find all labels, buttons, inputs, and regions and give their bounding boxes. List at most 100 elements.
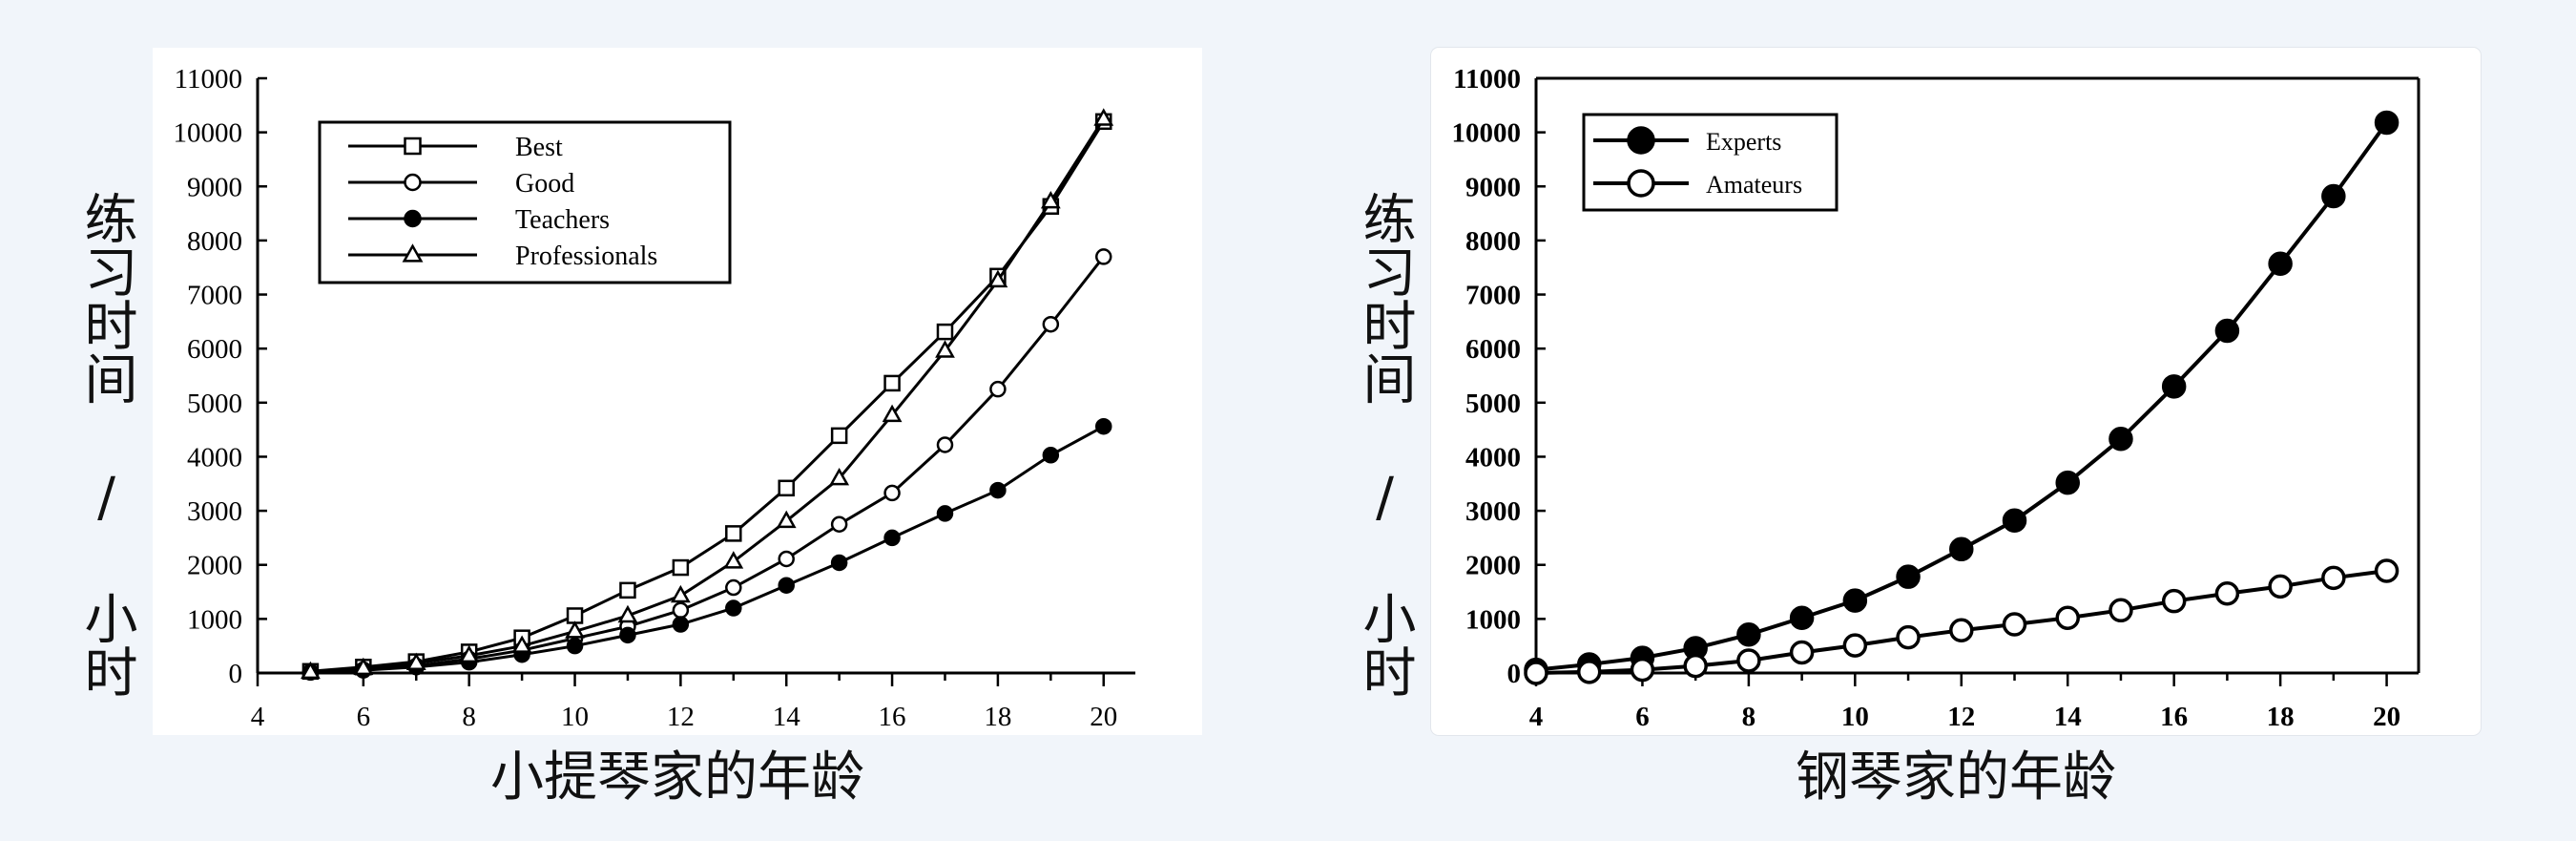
- legend-marker: [1627, 169, 1655, 198]
- data-point: [1736, 648, 1761, 673]
- x-tick-label: 14: [773, 702, 801, 732]
- x-axis-label: 小提琴家的年龄: [490, 746, 864, 809]
- y-tick-label: 8000: [1465, 226, 1521, 257]
- data-point: [1040, 190, 1061, 209]
- data-point: [2214, 318, 2240, 344]
- data-point: [830, 515, 848, 533]
- data-point: [778, 479, 795, 497]
- data-point: [2321, 565, 2346, 591]
- y-axis-label: 练习时间 / 小时: [75, 191, 137, 698]
- y-tick-label: 9000: [1465, 172, 1521, 202]
- data-point: [1683, 653, 1708, 679]
- data-point: [2374, 110, 2399, 136]
- y-tick-label: 4000: [187, 442, 242, 473]
- y-tick-label: 2000: [187, 551, 242, 581]
- data-point: [2268, 251, 2293, 277]
- data-point: [619, 581, 636, 599]
- data-point: [2002, 612, 2027, 637]
- x-tick-label: 8: [1742, 702, 1756, 732]
- data-point: [2374, 558, 2399, 583]
- data-point: [1949, 618, 1974, 643]
- data-point: [672, 558, 690, 577]
- data-point: [2055, 605, 2080, 630]
- legend: Experts Amateurs: [1582, 113, 1839, 212]
- data-point: [1842, 633, 1868, 658]
- series-good: [301, 248, 1112, 681]
- data-point: [301, 661, 321, 680]
- legend-label: Teachers: [515, 205, 610, 235]
- series-line: [310, 425, 1105, 674]
- x-tick-label: 18: [984, 702, 1011, 732]
- y-tick-label: 1000: [187, 604, 242, 635]
- data-point: [353, 657, 374, 676]
- x-tick-label: 6: [1635, 702, 1650, 732]
- violinist-chart-panel: 练习时间 / 小时 0 1000 2000 3000 4000 5000 6000 7000 8…: [0, 0, 1240, 841]
- data-point: [778, 577, 795, 594]
- y-tick-label: 0: [1507, 659, 1522, 689]
- data-point: [1736, 622, 1761, 647]
- data-point: [672, 601, 690, 620]
- x-tick-label: 4: [251, 702, 265, 732]
- data-point: [1576, 660, 1602, 684]
- legend-box: [1582, 113, 1839, 212]
- data-point: [1789, 605, 1815, 630]
- data-point: [883, 374, 901, 392]
- y-tick-label: 3000: [1465, 496, 1521, 527]
- data-point: [1094, 248, 1112, 265]
- legend-marker: [404, 209, 422, 228]
- violinist-chart: 0 1000 2000 3000 4000 5000 6000 7000 8000 9000 100…: [174, 64, 1135, 732]
- data-point: [1524, 661, 1548, 685]
- data-point: [566, 637, 584, 655]
- data-point: [1896, 624, 1921, 650]
- data-point: [1789, 640, 1815, 665]
- data-point: [935, 340, 955, 358]
- data-point: [725, 525, 742, 542]
- data-point: [511, 635, 532, 653]
- data-point: [2161, 374, 2187, 399]
- data-point: [778, 550, 795, 568]
- data-point: [459, 644, 480, 663]
- data-point: [936, 505, 954, 522]
- data-point: [1630, 657, 1655, 683]
- data-point: [2214, 580, 2240, 606]
- data-point: [725, 599, 742, 617]
- data-point: [776, 510, 797, 529]
- data-point: [1094, 417, 1112, 435]
- data-point: [2161, 588, 2187, 614]
- series-line: [310, 255, 1105, 674]
- y-axis-label: 练习时间 / 小时: [1354, 191, 1416, 698]
- data-point: [2109, 427, 2133, 452]
- y-tick-label: 8000: [187, 226, 242, 257]
- x-tick-label: 20: [1090, 702, 1117, 732]
- data-point: [617, 604, 638, 623]
- y-tick-label: 7000: [1465, 281, 1521, 311]
- y-tick-label: 7000: [187, 281, 242, 311]
- series-line: [310, 120, 1106, 673]
- data-point: [829, 467, 850, 486]
- x-axis-label: 钢琴家的年龄: [1796, 746, 2116, 809]
- series-line: [310, 117, 1106, 674]
- x-tick-label: 16: [879, 702, 906, 732]
- y-tick-label: 2000: [1465, 551, 1521, 581]
- x-tick-label: 4: [1529, 702, 1544, 732]
- legend-marker: [404, 173, 422, 192]
- pianist-chart: 0 1000 2000 3000 4000 5000 6000 7000 8000 9000 100…: [1452, 64, 2420, 732]
- x-tick-label: 10: [561, 702, 589, 732]
- series-experts: [1524, 110, 2399, 683]
- legend-marker: [402, 243, 424, 263]
- data-point: [883, 529, 901, 547]
- y-tick-label: 10000: [174, 118, 243, 149]
- data-point: [405, 652, 426, 671]
- y-tick-label: 5000: [1465, 389, 1521, 419]
- legend-marker: [1627, 126, 1655, 155]
- violinist-plot-area: 0 1000 2000 3000 4000 5000 6000 7000 8000 9000 100…: [153, 48, 1202, 735]
- pianist-chart-panel: 练习时间 / 小时 0 1000 2000 3000 4000 5000 6000 7000 8…: [1278, 0, 2519, 841]
- data-point: [882, 404, 903, 423]
- data-point: [883, 484, 901, 502]
- x-tick-label: 6: [357, 702, 371, 732]
- data-point: [1949, 536, 1974, 562]
- x-tick-label: 16: [2160, 702, 2188, 732]
- x-tick-label: 10: [1841, 702, 1869, 732]
- x-tick-label: 8: [462, 702, 476, 732]
- data-point: [830, 554, 848, 572]
